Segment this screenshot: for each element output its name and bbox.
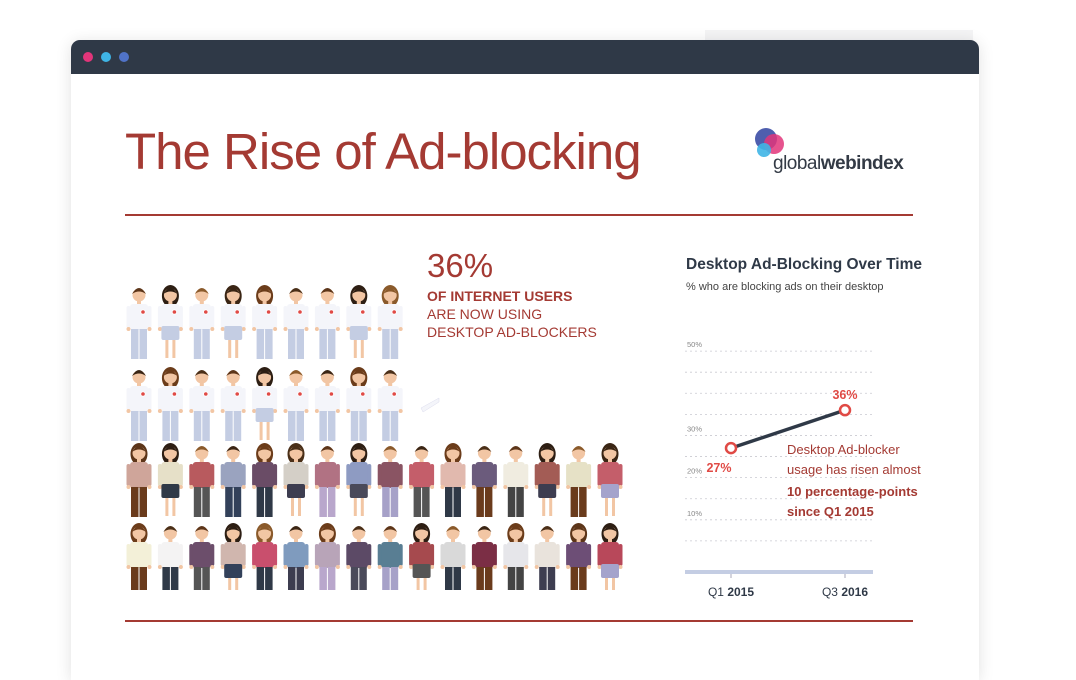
person-figure <box>346 285 372 358</box>
person-figure <box>503 523 529 590</box>
person-figure <box>220 523 246 590</box>
person-figure <box>314 446 340 517</box>
logo-wordmark: globalwebindex <box>773 153 904 175</box>
person-figure <box>346 443 372 516</box>
chart-note-line-2: usage has risen almost <box>787 462 921 477</box>
person-figure <box>409 446 435 517</box>
person-figure <box>189 526 215 590</box>
person-figure <box>471 446 497 517</box>
person-figure <box>283 526 309 590</box>
person-figure <box>314 288 340 359</box>
chart-note-line-4: since Q1 2015 <box>787 504 874 519</box>
y-tick-label: 30% <box>687 424 702 433</box>
person-figure <box>471 526 497 590</box>
person-figure <box>314 370 340 441</box>
person-figure <box>440 526 466 590</box>
person-figure <box>409 523 435 590</box>
person-figure <box>534 443 560 516</box>
pointing-arm <box>420 397 440 413</box>
chart-note-line-3: 10 percentage-points <box>787 484 918 499</box>
page-title: The Rise of Ad-blocking <box>125 123 642 180</box>
y-tick-label: 10% <box>687 509 702 518</box>
person-figure <box>157 367 183 441</box>
person-figure <box>157 443 183 516</box>
person-figure <box>377 370 403 441</box>
window-dot-cyan[interactable] <box>101 52 111 62</box>
person-figure <box>252 285 278 359</box>
person-figure <box>377 446 403 517</box>
logo-text-webindex: webindex <box>820 153 904 174</box>
person-figure <box>597 443 623 516</box>
person-figure <box>566 446 592 517</box>
person-figure <box>566 523 592 590</box>
data-label: 27% <box>706 461 731 475</box>
person-figure <box>283 370 309 441</box>
person-figure <box>377 526 403 590</box>
person-figure <box>252 523 278 590</box>
globalwebindex-logo: globalwebindex <box>753 126 913 176</box>
stat-percent: 36% <box>427 247 494 284</box>
person-figure <box>283 443 309 516</box>
person-figure <box>189 288 215 359</box>
data-label: 36% <box>832 388 857 402</box>
person-figure <box>157 285 183 358</box>
person-figure <box>597 523 623 590</box>
stat-line-2: ARE NOW USING <box>427 306 543 322</box>
person-figure <box>189 446 215 517</box>
y-tick-label: 50% <box>687 340 702 349</box>
person-figure <box>220 370 246 441</box>
person-figure <box>503 446 529 517</box>
x-tick-label: Q3 2016 <box>822 585 868 599</box>
person-figure <box>189 370 215 441</box>
person-figure <box>283 288 309 359</box>
person-figure <box>252 367 278 440</box>
chart-title: Desktop Ad-Blocking Over Time <box>686 256 922 273</box>
person-figure <box>346 526 372 590</box>
stat-line-1: OF INTERNET USERS <box>427 288 573 304</box>
person-figure <box>440 443 466 517</box>
person-figure <box>534 526 560 590</box>
data-point <box>838 403 852 417</box>
divider-bottom <box>125 620 913 622</box>
browser-window: The Rise of Ad-blocking globalwebindex 3… <box>71 40 979 680</box>
person-figure <box>126 523 152 590</box>
person-figure <box>314 523 340 590</box>
y-tick-label: 20% <box>687 467 702 476</box>
person-figure <box>252 443 278 517</box>
person-figure <box>377 285 403 359</box>
stat-line-3: DESKTOP AD-BLOCKERS <box>427 324 597 340</box>
person-figure <box>346 367 372 441</box>
chart-subtitle: % who are blocking ads on their desktop <box>686 281 884 293</box>
chart-note-line-1: Desktop Ad-blocker <box>787 442 900 457</box>
logo-circles-icon <box>755 128 784 157</box>
person-figure <box>126 370 152 441</box>
window-dot-pink[interactable] <box>83 52 93 62</box>
x-tick-label: Q1 2015 <box>708 585 754 599</box>
line-chart: 10% 20% 30% 50% 27% 36% Q1 2015 Q3 2016 <box>685 340 873 599</box>
divider-top <box>125 214 913 216</box>
person-figure <box>126 288 152 359</box>
logo-text-global: global <box>773 153 821 174</box>
people-pictogram <box>126 285 623 590</box>
person-figure <box>220 446 246 517</box>
person-figure <box>157 526 183 590</box>
person-figure <box>126 443 152 517</box>
series-line <box>730 408 846 450</box>
window-titlebar <box>71 40 979 74</box>
window-dot-blue[interactable] <box>119 52 129 62</box>
data-point <box>724 441 738 455</box>
person-figure <box>220 285 246 358</box>
